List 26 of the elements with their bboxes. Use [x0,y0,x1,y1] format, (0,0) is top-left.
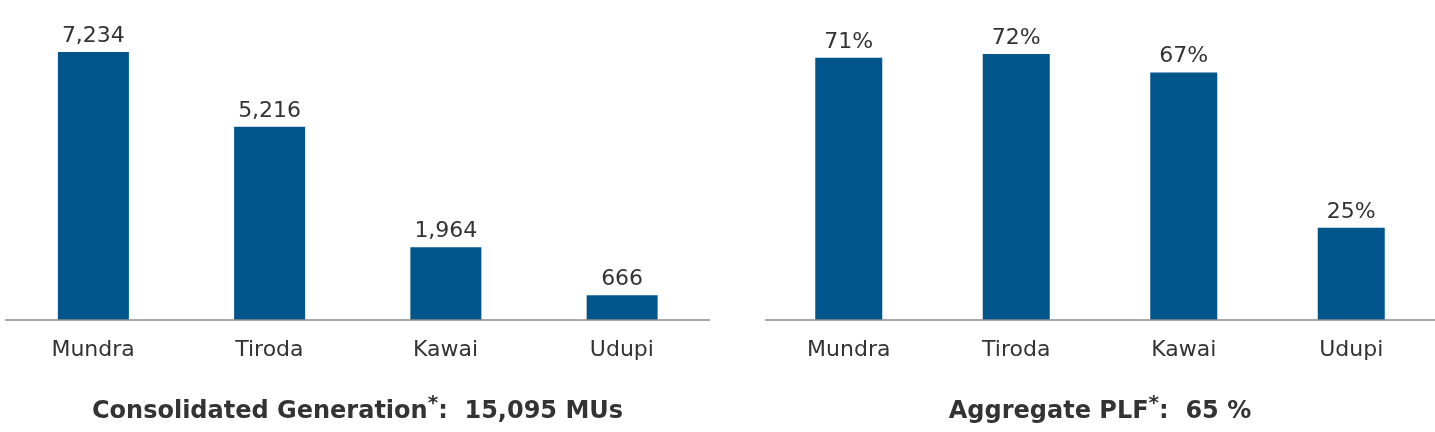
data-label: 1,964 [414,217,478,243]
data-label: 25% [1326,197,1376,223]
x-tick-label: Tiroda [981,335,1051,361]
bar [410,247,482,320]
bar [57,52,129,320]
bar [1317,227,1385,320]
x-tick-label: Mundra [807,335,891,361]
bar [982,54,1050,320]
x-tick-label: Udupi [589,335,654,361]
data-label: 71% [824,27,874,53]
data-label: 5,216 [238,96,302,122]
bar [815,57,883,320]
x-tick-label: Kawai [413,335,479,361]
bar [586,295,658,320]
x-tick-label: Tiroda [234,335,304,361]
text: Aggregate PLF$^{*}$: 65 % [947,390,1253,424]
text: Consolidated Generation$^{*}$: 15,095 MUs [90,390,625,424]
bar [1150,72,1218,320]
bar [234,126,306,320]
x-tick-label: Kawai [1151,335,1217,361]
x-tick-label: Mundra [51,335,135,361]
data-label: 7,234 [61,22,125,47]
data-label: 666 [601,265,644,291]
x-tick-label: Udupi [1319,335,1384,361]
data-label: 67% [1159,42,1209,68]
data-label: 72% [991,24,1041,49]
